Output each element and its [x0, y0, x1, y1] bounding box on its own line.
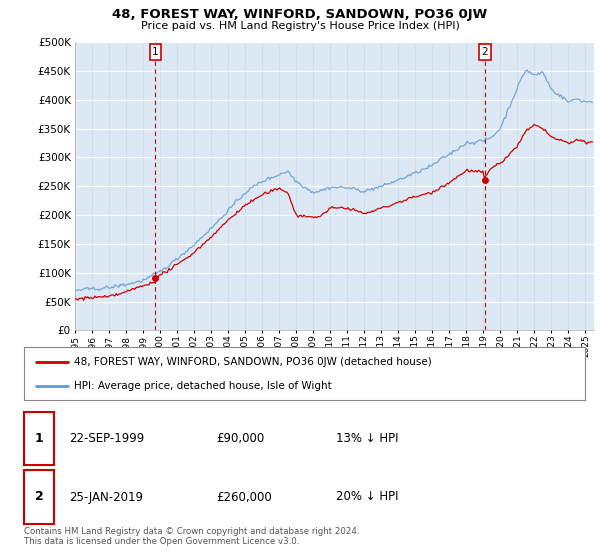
Text: 25-JAN-2019: 25-JAN-2019	[69, 491, 143, 503]
Text: £90,000: £90,000	[216, 432, 264, 445]
Text: £260,000: £260,000	[216, 491, 272, 503]
Text: 13% ↓ HPI: 13% ↓ HPI	[336, 432, 398, 445]
Text: Price paid vs. HM Land Registry's House Price Index (HPI): Price paid vs. HM Land Registry's House …	[140, 21, 460, 31]
Text: 48, FOREST WAY, WINFORD, SANDOWN, PO36 0JW (detached house): 48, FOREST WAY, WINFORD, SANDOWN, PO36 0…	[74, 357, 432, 367]
Text: 1: 1	[152, 47, 159, 57]
Text: 1: 1	[35, 432, 43, 445]
Text: 22-SEP-1999: 22-SEP-1999	[69, 432, 144, 445]
Text: HPI: Average price, detached house, Isle of Wight: HPI: Average price, detached house, Isle…	[74, 380, 332, 390]
Text: 2: 2	[35, 491, 43, 503]
Text: Contains HM Land Registry data © Crown copyright and database right 2024.
This d: Contains HM Land Registry data © Crown c…	[24, 526, 359, 546]
Text: 20% ↓ HPI: 20% ↓ HPI	[336, 491, 398, 503]
Text: 48, FOREST WAY, WINFORD, SANDOWN, PO36 0JW: 48, FOREST WAY, WINFORD, SANDOWN, PO36 0…	[112, 8, 488, 21]
Text: 2: 2	[481, 47, 488, 57]
